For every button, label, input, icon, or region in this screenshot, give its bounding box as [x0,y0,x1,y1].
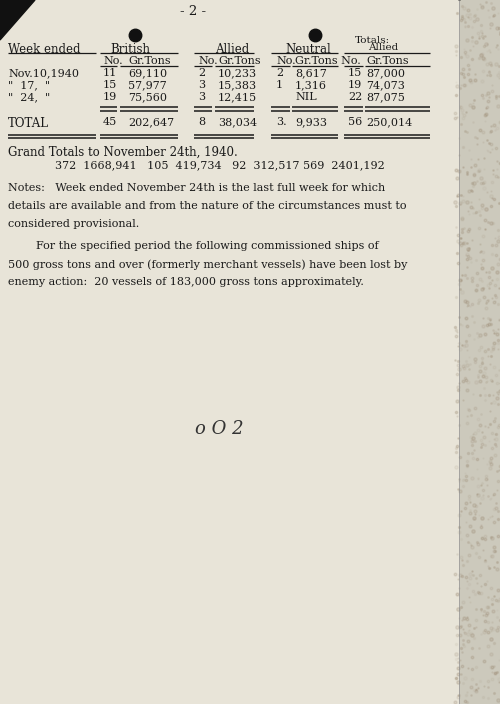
Text: 15: 15 [348,68,362,78]
Text: Grand Totals to November 24th, 1940.: Grand Totals to November 24th, 1940. [8,146,238,159]
Text: British: British [110,43,150,56]
Text: "  24,  ": " 24, " [8,92,50,102]
Text: 15,383: 15,383 [218,80,257,90]
Text: 2: 2 [276,68,283,78]
Text: 87,000: 87,000 [366,68,405,78]
Text: - 2 -: - 2 - [180,5,206,18]
Text: 45: 45 [103,117,117,127]
Text: Gr.Tons: Gr.Tons [366,56,408,66]
Text: No.: No. [198,56,218,66]
Text: considered provisional.: considered provisional. [8,219,139,229]
Text: 3: 3 [198,80,205,90]
Text: Allied: Allied [368,43,398,52]
Text: 15: 15 [103,80,117,90]
Text: NIL: NIL [295,92,316,102]
Text: Neutral: Neutral [285,43,331,56]
Text: details are available and from the nature of the circumstances must to: details are available and from the natur… [8,201,406,211]
Text: 1: 1 [276,80,283,90]
Text: 56: 56 [348,117,362,127]
Text: 3.: 3. [276,117,286,127]
Text: 19: 19 [103,92,117,102]
Text: No.: No. [276,56,295,66]
Text: TOTAL: TOTAL [8,117,49,130]
Text: 8,617: 8,617 [295,68,327,78]
Text: 1,316: 1,316 [295,80,327,90]
Text: 372  1668,941   105  419,734   92  312,517 569  2401,192: 372 1668,941 105 419,734 92 312,517 569 … [55,160,385,170]
Text: 57,977: 57,977 [128,80,167,90]
Text: 10,233: 10,233 [218,68,257,78]
Text: 75,560: 75,560 [128,92,167,102]
Text: Nov.10,1940: Nov.10,1940 [8,68,79,78]
Text: Notes:   Week ended November 24th is the last full week for which: Notes: Week ended November 24th is the l… [8,183,385,193]
Text: 87,075: 87,075 [366,92,405,102]
Text: 9,933: 9,933 [295,117,327,127]
Text: Week ended: Week ended [8,43,81,56]
Text: 8: 8 [198,117,205,127]
Text: 250,014: 250,014 [366,117,412,127]
Text: 202,647: 202,647 [128,117,174,127]
Text: Allied: Allied [215,43,249,56]
Text: "  17,  ": " 17, " [8,80,50,90]
Text: No.: No. [103,56,122,66]
Text: 3: 3 [198,92,205,102]
Text: o O 2: o O 2 [195,420,244,438]
Text: 500 gross tons and over (formerly merchant vessels) have been lost by: 500 gross tons and over (formerly mercha… [8,259,407,270]
Text: 2: 2 [198,68,205,78]
Polygon shape [0,0,35,40]
Text: Gr.Tons: Gr.Tons [218,56,260,66]
Text: 11: 11 [103,68,117,78]
Text: 22: 22 [348,92,362,102]
Text: 74,073: 74,073 [366,80,405,90]
Text: Totals:: Totals: [355,36,390,45]
Text: 38,034: 38,034 [218,117,257,127]
Text: 12,415: 12,415 [218,92,257,102]
Text: Gr.Tons No.: Gr.Tons No. [295,56,361,66]
Text: enemy action:  20 vessels of 183,000 gross tons approximately.: enemy action: 20 vessels of 183,000 gros… [8,277,364,287]
Text: For the specified period the following commissioned ships of: For the specified period the following c… [8,241,378,251]
Text: 69,110: 69,110 [128,68,167,78]
Text: 19: 19 [348,80,362,90]
Text: Gr.Tons: Gr.Tons [128,56,170,66]
